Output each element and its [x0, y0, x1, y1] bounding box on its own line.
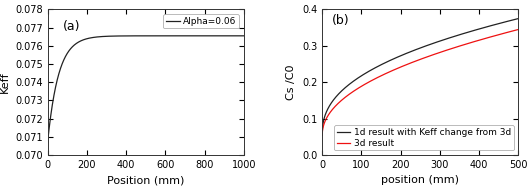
Line: 1d result with Keff change from 3d: 1d result with Keff change from 3d — [322, 19, 518, 135]
3d result — [512, 29, 518, 32]
Y-axis label: Keff: Keff — [0, 71, 10, 93]
Text: (b): (b) — [332, 14, 350, 27]
3d result — [394, 67, 400, 70]
3d result — [403, 64, 409, 66]
3d result — [515, 28, 522, 31]
3d result — [341, 97, 348, 99]
1d result with Keff change from 3d — [403, 52, 409, 55]
1d result with Keff change from 3d — [515, 17, 522, 20]
3d result — [319, 134, 325, 136]
Legend: 1d result with Keff change from 3d, 3d result: 1d result with Keff change from 3d, 3d r… — [334, 125, 514, 150]
Legend: Alpha=0.06: Alpha=0.06 — [163, 14, 239, 28]
3d result — [353, 88, 359, 91]
1d result with Keff change from 3d — [319, 134, 325, 136]
X-axis label: Position (mm): Position (mm) — [107, 175, 185, 185]
1d result with Keff change from 3d — [512, 18, 518, 21]
Y-axis label: Cs /C0: Cs /C0 — [287, 64, 296, 100]
Line: 3d result: 3d result — [322, 29, 518, 135]
X-axis label: position (mm): position (mm) — [381, 175, 459, 185]
1d result with Keff change from 3d — [394, 56, 400, 58]
Text: (a): (a) — [63, 20, 81, 33]
1d result with Keff change from 3d — [353, 78, 359, 80]
3d result — [490, 35, 497, 37]
1d result with Keff change from 3d — [341, 87, 348, 89]
1d result with Keff change from 3d — [490, 24, 497, 26]
